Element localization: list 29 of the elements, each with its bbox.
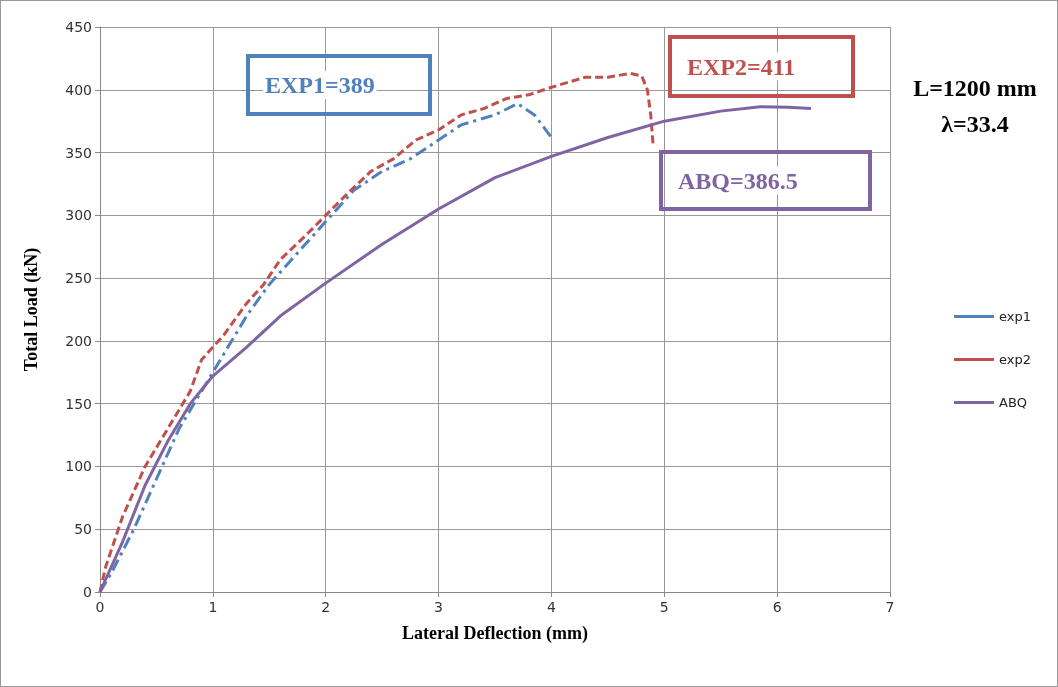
y-axis-title: Total Load (kN) <box>21 247 42 372</box>
annotation: ABQ=386.5 <box>678 167 798 194</box>
y-tick-label: 150 <box>65 395 92 412</box>
line-series <box>98 105 813 594</box>
x-tick-label: 0 <box>95 599 105 615</box>
annotation: EXP1=389 <box>265 72 375 98</box>
y-tick-label: 300 <box>65 207 92 224</box>
y-tick-label: 0 <box>83 584 92 600</box>
y-tick-label: 250 <box>65 270 92 287</box>
y-tick-label: 50 <box>74 521 92 538</box>
legend-label: exp1 <box>999 309 1032 324</box>
text: λ=33.4 <box>941 111 1009 137</box>
x-axis-title: Lateral Deflection (mm) <box>402 623 588 644</box>
x-tick-label: 5 <box>659 599 669 615</box>
text: L=1200 mm <box>913 75 1037 101</box>
x-tick-label: 4 <box>546 599 556 615</box>
y-tick-label: 100 <box>65 458 92 475</box>
y-tick-label: 200 <box>65 332 92 349</box>
x-tick-label: 3 <box>434 599 444 615</box>
x-tick-label: 1 <box>208 599 218 615</box>
y-tick-label: 350 <box>65 144 92 161</box>
y-tick-label: 450 <box>65 19 92 35</box>
x-tick-label: 2 <box>321 599 331 615</box>
annotation: EXP2=411 <box>687 53 796 80</box>
legend-label: exp2 <box>999 352 1032 367</box>
y-tick-label: 400 <box>65 81 92 98</box>
x-tick-label: 6 <box>772 599 782 615</box>
legend-label: ABQ <box>999 395 1028 410</box>
x-tick-label: 7 <box>885 599 895 615</box>
